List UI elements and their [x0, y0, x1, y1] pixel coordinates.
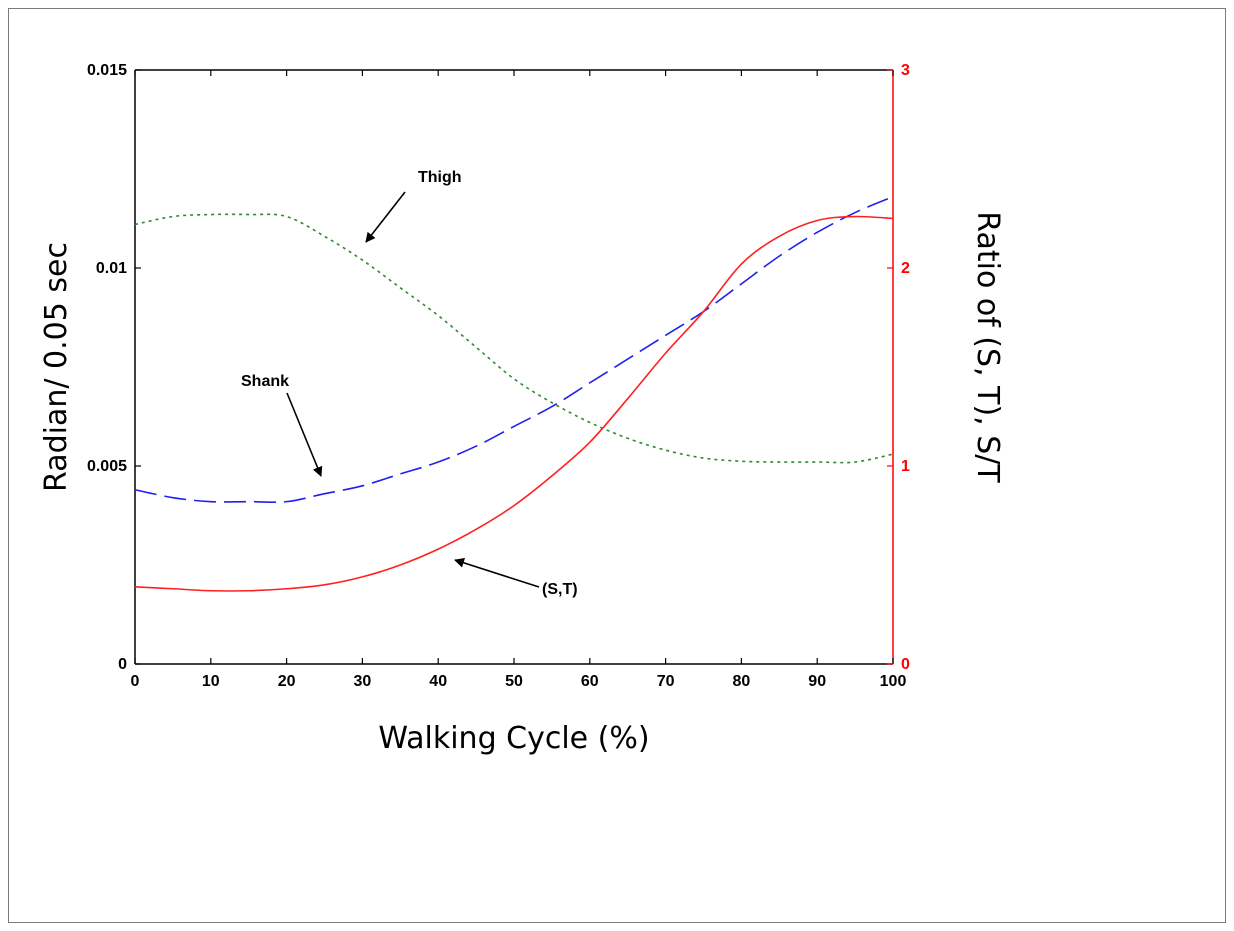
annotation-label: Thigh	[418, 169, 462, 186]
x-tick-label: 50	[505, 673, 523, 690]
series-line-thigh	[134, 213, 894, 464]
x-tick-label: 100	[880, 673, 907, 690]
y-axis-left-title: Radian/ 0.05 sec	[39, 242, 74, 492]
y-axis-right-title: Ratio of (S, T), S/T	[970, 211, 1005, 483]
x-tick-label: 40	[429, 673, 447, 690]
y-right-tick-label: 2	[901, 260, 910, 277]
annotation-arrow	[454, 557, 540, 588]
x-tick-label: 30	[354, 673, 372, 690]
series-line-shank	[134, 195, 894, 504]
x-tick-label: 10	[202, 673, 220, 690]
y-right-tick-label: 0	[901, 656, 910, 673]
y-left-tick-label: 0.005	[87, 458, 127, 475]
annotation-arrow	[365, 191, 406, 243]
y-right-tick-label: 1	[901, 458, 910, 475]
x-axis-title: Walking Cycle (%)	[378, 721, 649, 756]
x-tick-label: 60	[581, 673, 599, 690]
x-tick-label: 90	[808, 673, 826, 690]
x-tick-label: 80	[733, 673, 751, 690]
annotation-arrow	[286, 392, 323, 477]
x-tick-label: 70	[657, 673, 675, 690]
x-tick-label: 20	[278, 673, 296, 690]
annotation-label: (S,T)	[542, 581, 578, 598]
annotation-label: Shank	[241, 373, 289, 390]
annotations: Thigh Shank (S,T)	[241, 169, 578, 598]
series-layer	[134, 195, 894, 592]
y-left-tick-label: 0.01	[96, 260, 127, 277]
figure-frame	[8, 8, 1226, 923]
y-right-tick-label: 3	[901, 62, 910, 79]
x-tick-label: 0	[131, 673, 140, 690]
axes: 0 10 20 30 40 50 60 70 80 90 10000.0050.010.015012…	[87, 62, 910, 690]
series-line-s-t	[134, 215, 894, 592]
y-left-tick-label: 0.015	[87, 62, 127, 79]
y-left-tick-label: 0	[118, 656, 127, 673]
